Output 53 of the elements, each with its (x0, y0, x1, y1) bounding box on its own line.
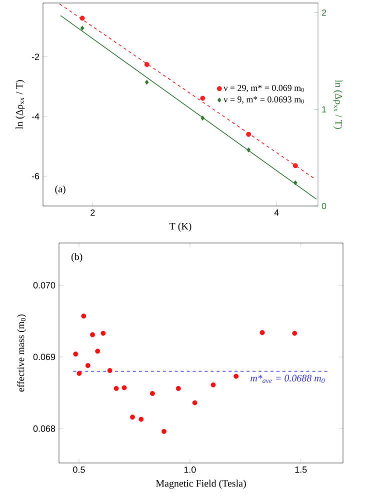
y-tick-label: -6 (32, 172, 40, 180)
point (292, 330, 298, 336)
point (80, 16, 85, 21)
point (90, 332, 95, 338)
x-tick-label: 0.5 (73, 466, 85, 473)
point (292, 163, 298, 168)
y-tick-label: 0.069 (33, 354, 56, 360)
y-tick-label: -2 (32, 54, 40, 60)
point (150, 390, 155, 396)
point (85, 363, 90, 368)
point (144, 80, 149, 85)
x-axis-title: Magnetic Field (Tesla) (156, 480, 246, 489)
annotation: (a) (55, 185, 66, 194)
point (114, 386, 119, 391)
point (130, 414, 135, 420)
point (210, 382, 216, 388)
y-tick-label: 0.068 (33, 425, 56, 432)
point (100, 330, 106, 336)
point (144, 62, 150, 67)
x-tick-label: 1.0 (184, 466, 196, 473)
point (76, 370, 82, 376)
point (260, 330, 265, 336)
point (138, 416, 144, 422)
x-axis-title: T (K) (169, 222, 192, 232)
point (246, 147, 250, 152)
y2-tick-label: 2 (322, 10, 326, 16)
legend-label: ν = 29, m* = 0.069 m$_{0}$ (224, 84, 304, 92)
x-tick-label: 1.5 (295, 466, 307, 473)
point (122, 385, 127, 390)
point (95, 348, 100, 354)
point (293, 180, 298, 186)
y-tick-label: 0.070 (33, 282, 56, 288)
y2-tick-label: 0 (322, 202, 326, 210)
ref-line-label: m*$_{ave}$ = 0.0688 m$_{0}$ (250, 374, 325, 383)
point (200, 116, 205, 121)
y2-tick-label: 1 (322, 106, 326, 112)
x-tick-label: 4 (274, 210, 279, 216)
point (107, 368, 112, 374)
y-axis-title: effective mass (m$_{0}$) (17, 314, 26, 392)
point (176, 386, 181, 391)
point (246, 132, 252, 137)
y-tick-label: -4 (32, 113, 40, 120)
y-axis-title: ln (Δρ$_{xx}$ / T) (16, 80, 25, 130)
point (73, 352, 78, 357)
y2-axis-title: ln (Δρ$_{xx}$ / T) (333, 80, 342, 129)
point (234, 374, 239, 379)
point (200, 96, 206, 101)
point (161, 428, 166, 434)
point (192, 400, 198, 406)
legend-label: ν = 9, m* = 0.0693 m$_{0}$ (224, 96, 304, 104)
annotation: (b) (71, 253, 82, 262)
point (80, 26, 84, 31)
point (81, 314, 86, 319)
